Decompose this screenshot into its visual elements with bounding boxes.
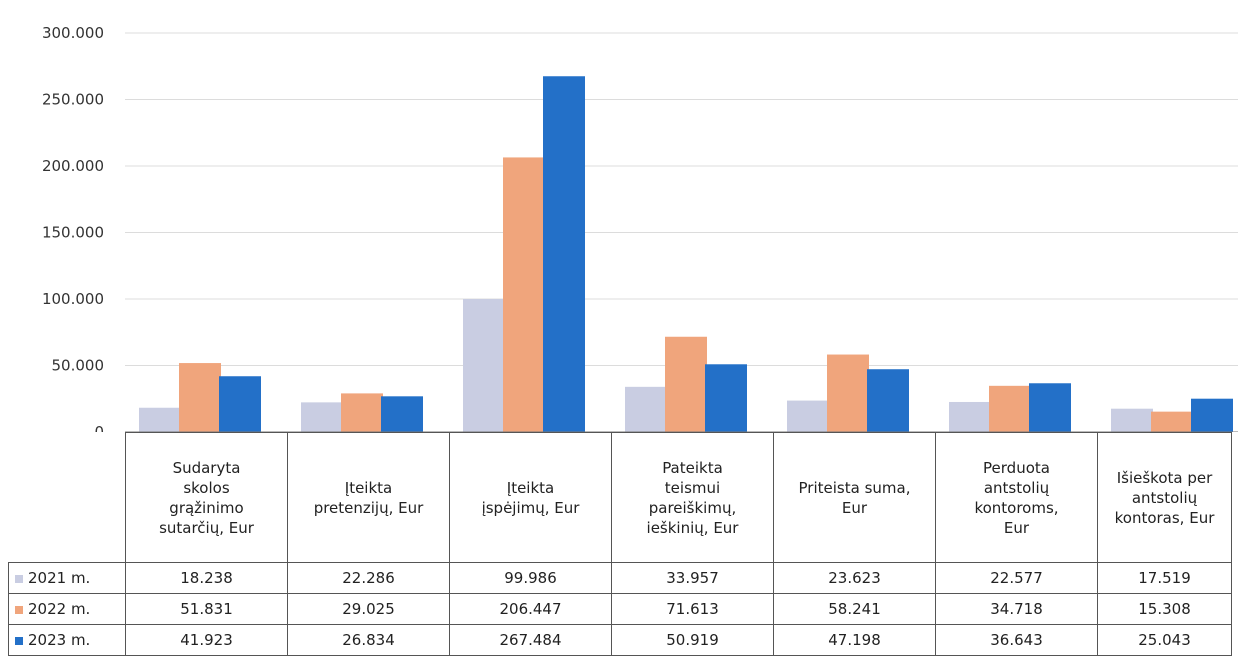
bar xyxy=(867,369,909,432)
data-table: Sudaryta skolos grąžinimo sutarčių, Eur Įtei… xyxy=(8,432,1232,656)
bar xyxy=(503,157,545,432)
y-tick-label: 300.000 xyxy=(42,24,104,42)
series-name: 2022 m. xyxy=(28,600,90,618)
table-row: 2022 m. 51.831 29.025 206.447 71.613 58.241 34… xyxy=(9,594,1232,625)
data-value: 58.241 xyxy=(774,594,936,625)
category-label: Pateikta teismui pareiškimų, ieškinių, Eur xyxy=(612,433,774,563)
data-value: 25.043 xyxy=(1098,625,1232,656)
data-value: 23.623 xyxy=(774,563,936,594)
y-tick-label: 0 xyxy=(94,423,104,432)
bar xyxy=(301,402,343,432)
bars xyxy=(139,76,1233,432)
bar xyxy=(1191,399,1233,432)
bar xyxy=(1111,409,1153,432)
data-value: 50.919 xyxy=(612,625,774,656)
legend-entry: 2021 m. xyxy=(9,563,126,594)
bar xyxy=(827,355,869,432)
gridlines xyxy=(125,33,1238,366)
y-tick-label: 100.000 xyxy=(42,290,104,308)
y-tick-label: 200.000 xyxy=(42,157,104,175)
data-value: 34.718 xyxy=(936,594,1098,625)
data-value: 22.286 xyxy=(288,563,450,594)
y-tick-label: 150.000 xyxy=(42,224,104,242)
bar xyxy=(219,376,261,432)
series-name: 2023 m. xyxy=(28,631,90,649)
bar xyxy=(787,401,829,432)
bar xyxy=(1151,412,1193,432)
y-axis-ticks: 0 50.000 100.000 150.000 200.000 250.000 300.0… xyxy=(42,24,104,432)
legend-swatch xyxy=(15,575,23,583)
table-corner xyxy=(9,433,126,563)
data-value: 36.643 xyxy=(936,625,1098,656)
data-value: 206.447 xyxy=(450,594,612,625)
bar xyxy=(139,408,181,432)
legend-entry: 2023 m. xyxy=(9,625,126,656)
legend-entry: 2022 m. xyxy=(9,594,126,625)
data-value: 33.957 xyxy=(612,563,774,594)
bar xyxy=(989,386,1031,432)
bar xyxy=(543,76,585,432)
bar xyxy=(705,364,747,432)
data-value: 15.308 xyxy=(1098,594,1232,625)
data-value: 99.986 xyxy=(450,563,612,594)
category-row: Sudaryta skolos grąžinimo sutarčių, Eur Įtei… xyxy=(9,433,1232,563)
data-value: 267.484 xyxy=(450,625,612,656)
category-label: Sudaryta skolos grąžinimo sutarčių, Eur xyxy=(126,433,288,563)
data-value: 18.238 xyxy=(126,563,288,594)
data-value: 29.025 xyxy=(288,594,450,625)
bar xyxy=(625,387,667,432)
data-value: 26.834 xyxy=(288,625,450,656)
bar xyxy=(665,337,707,432)
data-value: 22.577 xyxy=(936,563,1098,594)
data-value: 71.613 xyxy=(612,594,774,625)
y-tick-label: 250.000 xyxy=(42,91,104,109)
bar xyxy=(1029,383,1071,432)
bar xyxy=(949,402,991,432)
y-tick-label: 50.000 xyxy=(52,357,105,375)
category-label: Įteikta įspėjimų, Eur xyxy=(450,433,612,563)
category-label: Perduota antstolių kontoroms, Eur xyxy=(936,433,1098,563)
series-name: 2021 m. xyxy=(28,569,90,587)
data-value: 17.519 xyxy=(1098,563,1232,594)
category-label: Įteikta pretenzijų, Eur xyxy=(288,433,450,563)
legend-swatch xyxy=(15,606,23,614)
table-row: 2021 m. 18.238 22.286 99.986 33.957 23.623 22.… xyxy=(9,563,1232,594)
bar xyxy=(381,396,423,432)
data-value: 41.923 xyxy=(126,625,288,656)
data-value: 51.831 xyxy=(126,594,288,625)
category-label: Išieškota per antstolių kontoras, Eur xyxy=(1098,433,1232,563)
bar xyxy=(463,299,505,432)
bar xyxy=(179,363,221,432)
table-row: 2023 m. 41.923 26.834 267.484 50.919 47.198 36… xyxy=(9,625,1232,656)
category-label: Priteista suma, Eur xyxy=(774,433,936,563)
legend-swatch xyxy=(15,637,23,645)
bar-chart: 0 50.000 100.000 150.000 200.000 250.000 300.0… xyxy=(0,0,1238,432)
bar xyxy=(341,393,383,432)
data-value: 47.198 xyxy=(774,625,936,656)
